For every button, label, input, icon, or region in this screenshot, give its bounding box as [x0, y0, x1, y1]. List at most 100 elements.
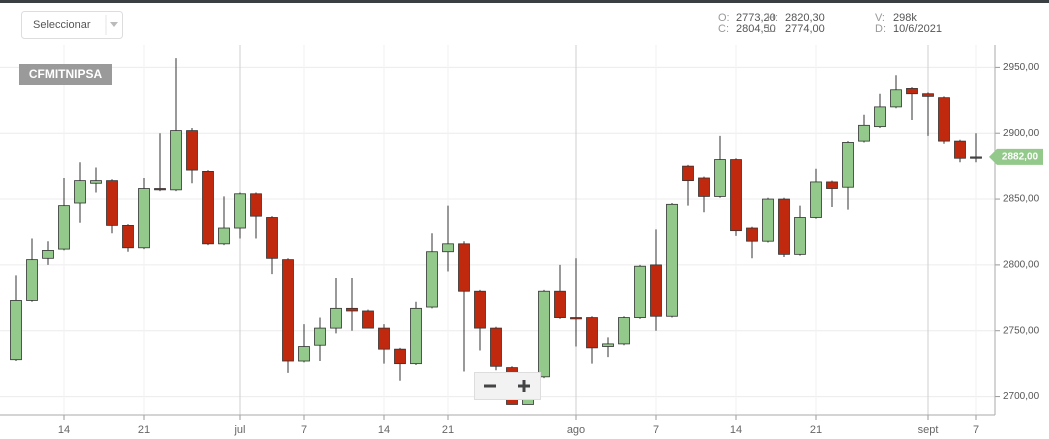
candle-body: [394, 348, 406, 365]
candle-body: [378, 327, 390, 350]
y-tick-label: 2850,00: [1003, 194, 1040, 205]
info-value: 2820,30: [785, 12, 825, 24]
candle-body: [346, 307, 358, 312]
info-label: L:: [767, 23, 776, 35]
candle-body: [186, 130, 198, 171]
y-tick-label: 2950,00: [1003, 62, 1040, 73]
candle-body: [298, 346, 310, 362]
candle-body: [42, 250, 54, 259]
x-tick-label: 21: [810, 424, 822, 436]
candle-body: [938, 97, 950, 142]
candle-body: [170, 130, 182, 191]
y-tick-label: 2700,00: [1003, 391, 1040, 402]
candle-body: [250, 193, 262, 217]
candle-body: [714, 159, 726, 197]
info-value: 10/6/2021: [893, 23, 942, 35]
candle-body: [682, 165, 694, 182]
candle-body: [650, 264, 662, 317]
candle-body: [634, 265, 646, 318]
candle-body: [554, 290, 566, 318]
info-label: D:: [875, 23, 886, 35]
info-label: H:: [767, 12, 778, 24]
candle-body: [746, 227, 758, 242]
last-price-tag: [989, 148, 1043, 165]
candle-body: [762, 198, 774, 242]
info-value: 2773,20: [736, 12, 776, 24]
x-tick-label: 14: [378, 424, 390, 436]
candle-body: [10, 300, 22, 361]
x-tick-label: 7: [653, 424, 659, 436]
candle-body: [90, 180, 102, 184]
candle-body: [730, 159, 742, 232]
candle-body: [954, 140, 966, 159]
candle-body: [794, 217, 806, 255]
candle-body: [122, 224, 134, 249]
info-value: 2804,50: [736, 23, 776, 35]
candle-body: [234, 193, 246, 229]
candle-body: [458, 243, 470, 292]
info-label: O:: [718, 12, 730, 24]
zoom-controls[interactable]: [474, 372, 541, 400]
last-price-label: 2882,00: [1002, 152, 1039, 163]
candle-body: [58, 205, 70, 250]
candle-body: [922, 93, 934, 97]
candle-body: [218, 227, 230, 245]
plot: 2700,00 2750,00 2800,00 2850,00 2900,00 2950,…: [0, 45, 1043, 436]
y-tick-label: 2900,00: [1003, 128, 1040, 139]
selector[interactable]: Seleccionar: [21, 11, 123, 39]
candle-body: [474, 290, 486, 329]
candle-body: [890, 89, 902, 108]
x-tick-label: 14: [58, 424, 70, 436]
symbol-badge: [19, 64, 112, 85]
x-tick-label: 14: [730, 424, 742, 436]
candle-body: [426, 251, 438, 308]
candle-body: [490, 327, 502, 367]
x-tick-label: sept: [918, 424, 939, 436]
top-border: [0, 0, 1049, 3]
info-label: C:: [718, 23, 729, 35]
candle-body: [826, 181, 838, 189]
candle-body: [810, 181, 822, 218]
candle-body: [410, 307, 422, 365]
candle-body: [538, 290, 550, 378]
candle-body: [26, 259, 38, 301]
candle-body: [314, 327, 326, 346]
candle-body: [666, 203, 678, 317]
selector-text: Seleccionar: [33, 19, 91, 31]
info-panel: O: 2773,20 C: 2804,50H: 2820,30 L: 2774,00 V: 29…: [718, 12, 942, 35]
info-value: 298k: [893, 12, 917, 24]
candle-body: [442, 243, 454, 253]
candle-body: [570, 317, 582, 320]
candle-body: [362, 310, 374, 329]
candle-body: [266, 217, 278, 259]
x-tick-label: ago: [567, 424, 585, 436]
x-tick-label: 7: [973, 424, 979, 436]
candle-body: [842, 142, 854, 188]
candle-body: [330, 307, 342, 329]
candle-body: [778, 198, 790, 255]
y-tick-label: 2800,00: [1003, 260, 1040, 271]
candle-body: [874, 106, 886, 128]
x-tick-label: 21: [442, 424, 454, 436]
candle-body: [602, 343, 614, 347]
symbol-text: CFMITNIPSA: [29, 67, 103, 81]
candle-body: [74, 180, 86, 204]
candle-body: [618, 317, 630, 345]
info-label: V:: [875, 12, 885, 24]
candle-body: [698, 177, 710, 197]
candle-body: [970, 156, 982, 159]
x-tick-label: jul: [233, 424, 245, 436]
y-tick-label: 2750,00: [1003, 325, 1040, 336]
x-tick-label: 7: [301, 424, 307, 436]
candle-body: [106, 180, 118, 226]
candle-body: [138, 188, 150, 249]
candle-body: [202, 171, 214, 245]
candle-body: [858, 124, 870, 142]
candle-body: [282, 259, 294, 362]
candle-body: [586, 317, 598, 349]
info-value: 2774,00: [785, 23, 825, 35]
candle-body: [154, 188, 166, 191]
candle-body: [906, 88, 918, 95]
